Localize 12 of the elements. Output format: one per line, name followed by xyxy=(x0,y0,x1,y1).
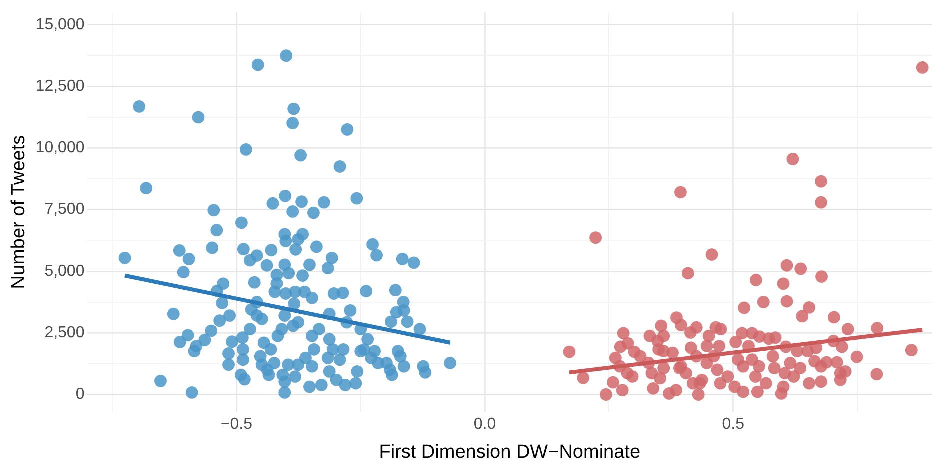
x-tick-label: 0.0 xyxy=(474,416,496,434)
y-tick-label: 12,500 xyxy=(36,78,85,95)
x-tick-label: −0.5 xyxy=(220,416,253,434)
x-tick-label: 0.5 xyxy=(722,416,745,434)
y-tick-label: 15,000 xyxy=(36,16,85,34)
y-tick-label: 2,500 xyxy=(44,324,85,342)
y-tick-label: 0 xyxy=(76,386,85,404)
y-tick-label: 5,000 xyxy=(44,262,85,280)
x-axis-title: First Dimension DW−Nominate xyxy=(379,442,641,463)
y-tick-label: 7,500 xyxy=(44,201,85,218)
y-axis-title: Number of Tweets xyxy=(8,135,30,290)
y-tick-label: 10,000 xyxy=(36,140,85,157)
